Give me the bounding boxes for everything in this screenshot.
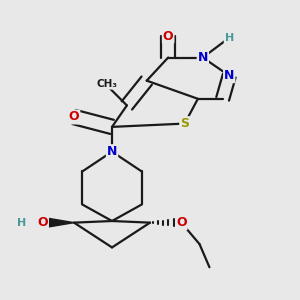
Text: O: O bbox=[38, 216, 48, 229]
Text: H: H bbox=[16, 218, 26, 228]
Text: N: N bbox=[198, 51, 208, 64]
Text: CH₃: CH₃ bbox=[97, 79, 118, 89]
Polygon shape bbox=[43, 218, 74, 228]
Text: O: O bbox=[69, 110, 80, 124]
Text: H: H bbox=[225, 33, 234, 43]
Text: N: N bbox=[224, 69, 234, 82]
Text: O: O bbox=[176, 216, 187, 229]
Text: S: S bbox=[180, 117, 189, 130]
Text: N: N bbox=[107, 145, 117, 158]
Text: O: O bbox=[163, 30, 173, 43]
